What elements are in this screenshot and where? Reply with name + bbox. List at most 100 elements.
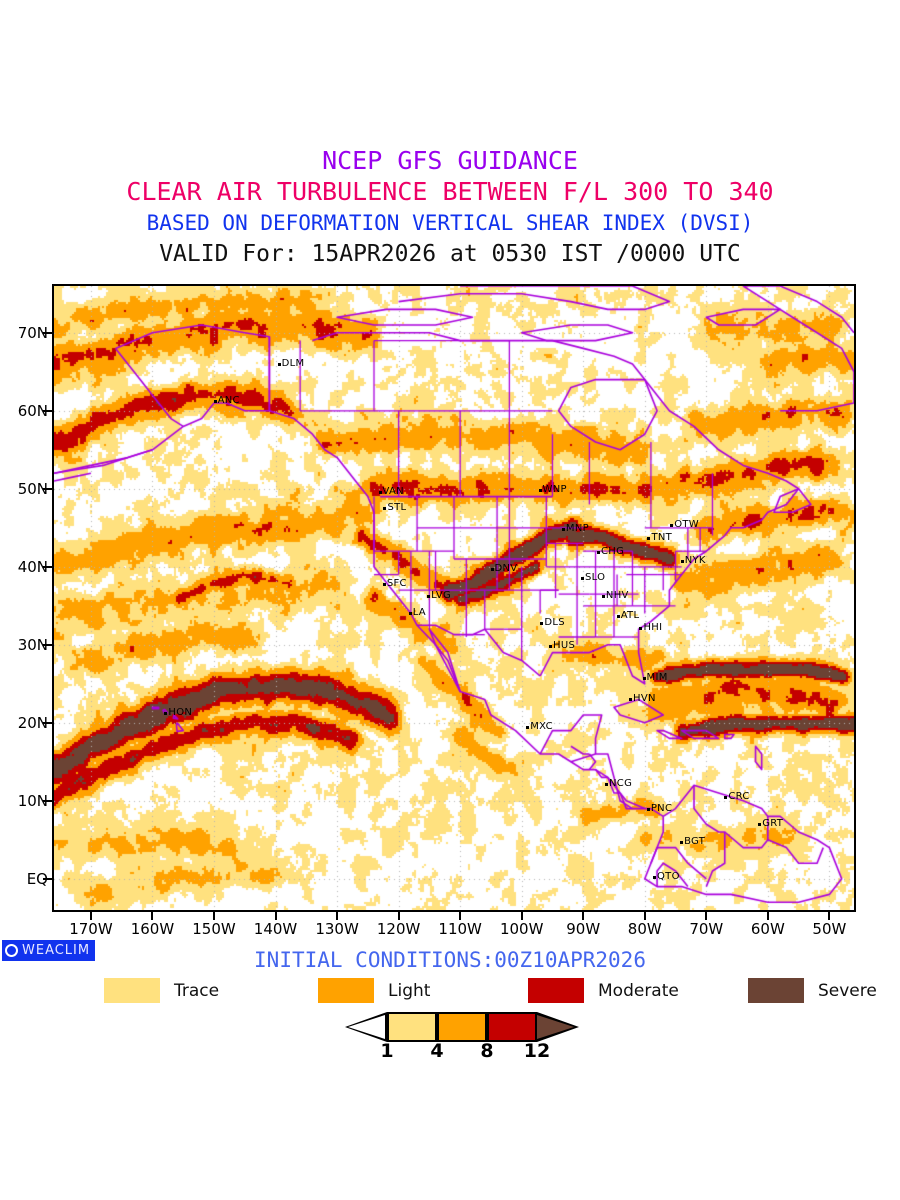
colorbar-segment-trace [387, 1012, 437, 1042]
station-marker [758, 823, 762, 827]
station-marker [549, 645, 552, 649]
lon-tick-label: 80W [627, 920, 662, 938]
station-label-pnc: PNC [650, 803, 673, 815]
lon-tick-mark [520, 912, 523, 920]
station-label-grt: GRT [762, 818, 784, 830]
chart-title-block: NCEP GFS GUIDANCE CLEAR AIR TURBULENCE B… [0, 146, 900, 270]
lon-tick-label: 130W [315, 920, 359, 938]
lon-tick-mark [213, 912, 215, 920]
lon-tick-label: 120W [376, 920, 421, 938]
legend-label-moderate: Moderate [598, 980, 679, 1001]
colorbar-segment-light [437, 1012, 487, 1042]
lat-tick-mark [43, 799, 52, 802]
title-line-validity: VALID For: 15APR2026 at 0530 IST /0000 U… [159, 241, 741, 267]
title-line-product: CLEAR AIR TURBULENCE BETWEEN F/L 300 TO … [126, 177, 774, 206]
colorbar-over-arrow [537, 1015, 574, 1039]
station-marker [647, 536, 651, 540]
map-raster [54, 286, 854, 910]
station-label-mxc: MXC [530, 721, 553, 733]
lon-tick-mark [274, 912, 277, 920]
colorbar-tick-12: 12 [523, 1040, 551, 1062]
station-label-hon: HON [168, 706, 193, 718]
lon-tick-label: 100W [499, 920, 544, 938]
lon-tick-mark [89, 912, 92, 920]
station-marker [724, 795, 728, 799]
lat-tick-label: 60N [17, 401, 48, 420]
station-label-hhi: HHI [643, 621, 663, 633]
station-marker [605, 783, 608, 787]
station-label-chg: CHG [601, 545, 625, 557]
legend-label-trace: Trace [174, 980, 220, 1001]
station-marker [597, 550, 600, 554]
lon-tick-mark [643, 912, 646, 920]
lon-tick-label: 170W [69, 920, 113, 938]
station-label-van: VAN [382, 485, 404, 497]
station-marker [601, 595, 605, 599]
legend-swatch-moderate [528, 978, 584, 1003]
station-label-nhv: NHV [605, 590, 629, 602]
station-marker [378, 490, 382, 494]
lon-tick-mark [705, 912, 708, 920]
weaclim-label: WEACLIM [22, 943, 91, 958]
lat-tick-label: 50N [17, 479, 48, 498]
lon-tick-mark [397, 912, 400, 920]
station-marker [642, 676, 646, 680]
station-label-dnv: DNV [494, 563, 518, 575]
lon-tick-label: 70W [689, 920, 724, 938]
station-label-atl: ATL [620, 609, 640, 621]
station-marker [629, 697, 632, 701]
longitude-axis: 170W 160W 150W 140W 130W 120W 110W 100W 90W 80W 70… [0, 916, 900, 940]
lon-tick-mark [336, 912, 339, 920]
title-line-agency: NCEP GFS GUIDANCE [322, 146, 578, 175]
lon-tick-mark [582, 912, 585, 920]
station-label-nyk: NYK [684, 555, 706, 567]
station-marker [540, 621, 544, 625]
station-label-mnp: MNP [565, 522, 589, 534]
station-marker [646, 808, 650, 812]
circle-logo-icon [5, 944, 18, 957]
station-marker [616, 614, 620, 618]
legend-label-light: Light [388, 980, 431, 1001]
station-label-bgt: BGT [684, 836, 706, 848]
station-marker [427, 595, 431, 599]
lat-tick-mark [43, 331, 52, 334]
colorbar-tick-4: 4 [430, 1040, 444, 1062]
category-legend: Trace Light Moderate Severe [0, 978, 900, 1006]
lat-tick-mark [43, 721, 52, 724]
station-label-sfc: SFC [386, 577, 407, 589]
station-label-lvg: LVG [431, 590, 452, 602]
station-label-stl: STL [387, 501, 407, 513]
station-label-mim: MIM [646, 671, 668, 683]
lat-tick-label: 40N [17, 557, 48, 576]
station-label-wnp: WNP [542, 483, 567, 495]
station-marker [490, 568, 494, 572]
station-label-la: LA [412, 606, 426, 618]
legend-swatch-trace [104, 978, 160, 1003]
station-marker [538, 488, 542, 492]
station-label-tnt: TNT [651, 531, 673, 543]
legend-item-light: Light [318, 978, 430, 1003]
lat-tick-mark [43, 565, 52, 568]
colorbar-tick-labels: 1 4 8 12 [345, 1040, 605, 1064]
legend-item-moderate: Moderate [528, 978, 679, 1003]
lon-tick-label: 110W [438, 920, 482, 938]
lon-tick-label: 140W [253, 920, 298, 938]
station-label-qto: QTO [657, 871, 680, 883]
lon-tick-label: 90W [566, 920, 601, 938]
station-label-ncg: NCG [609, 778, 633, 790]
lat-tick-label: EQ [26, 869, 48, 888]
station-marker [213, 400, 217, 404]
station-label-dls: DLS [544, 616, 565, 628]
cat-forecast-map[interactable]: ANC HON VAN STL SFC LVG LA DNV DLM WNP MNP CHG SLO TN… [52, 284, 856, 912]
station-marker [680, 841, 684, 845]
lon-tick-label: 160W [130, 920, 175, 938]
station-label-hvn: HVN [633, 692, 656, 704]
legend-swatch-light [318, 978, 374, 1003]
lon-tick-mark [459, 912, 462, 920]
colorbar [345, 1012, 579, 1044]
station-marker [408, 611, 412, 615]
station-marker [639, 626, 643, 630]
station-label-dlm: DLM [281, 358, 305, 369]
lat-tick-mark [43, 643, 52, 646]
colorbar-tick-8: 8 [480, 1040, 494, 1062]
